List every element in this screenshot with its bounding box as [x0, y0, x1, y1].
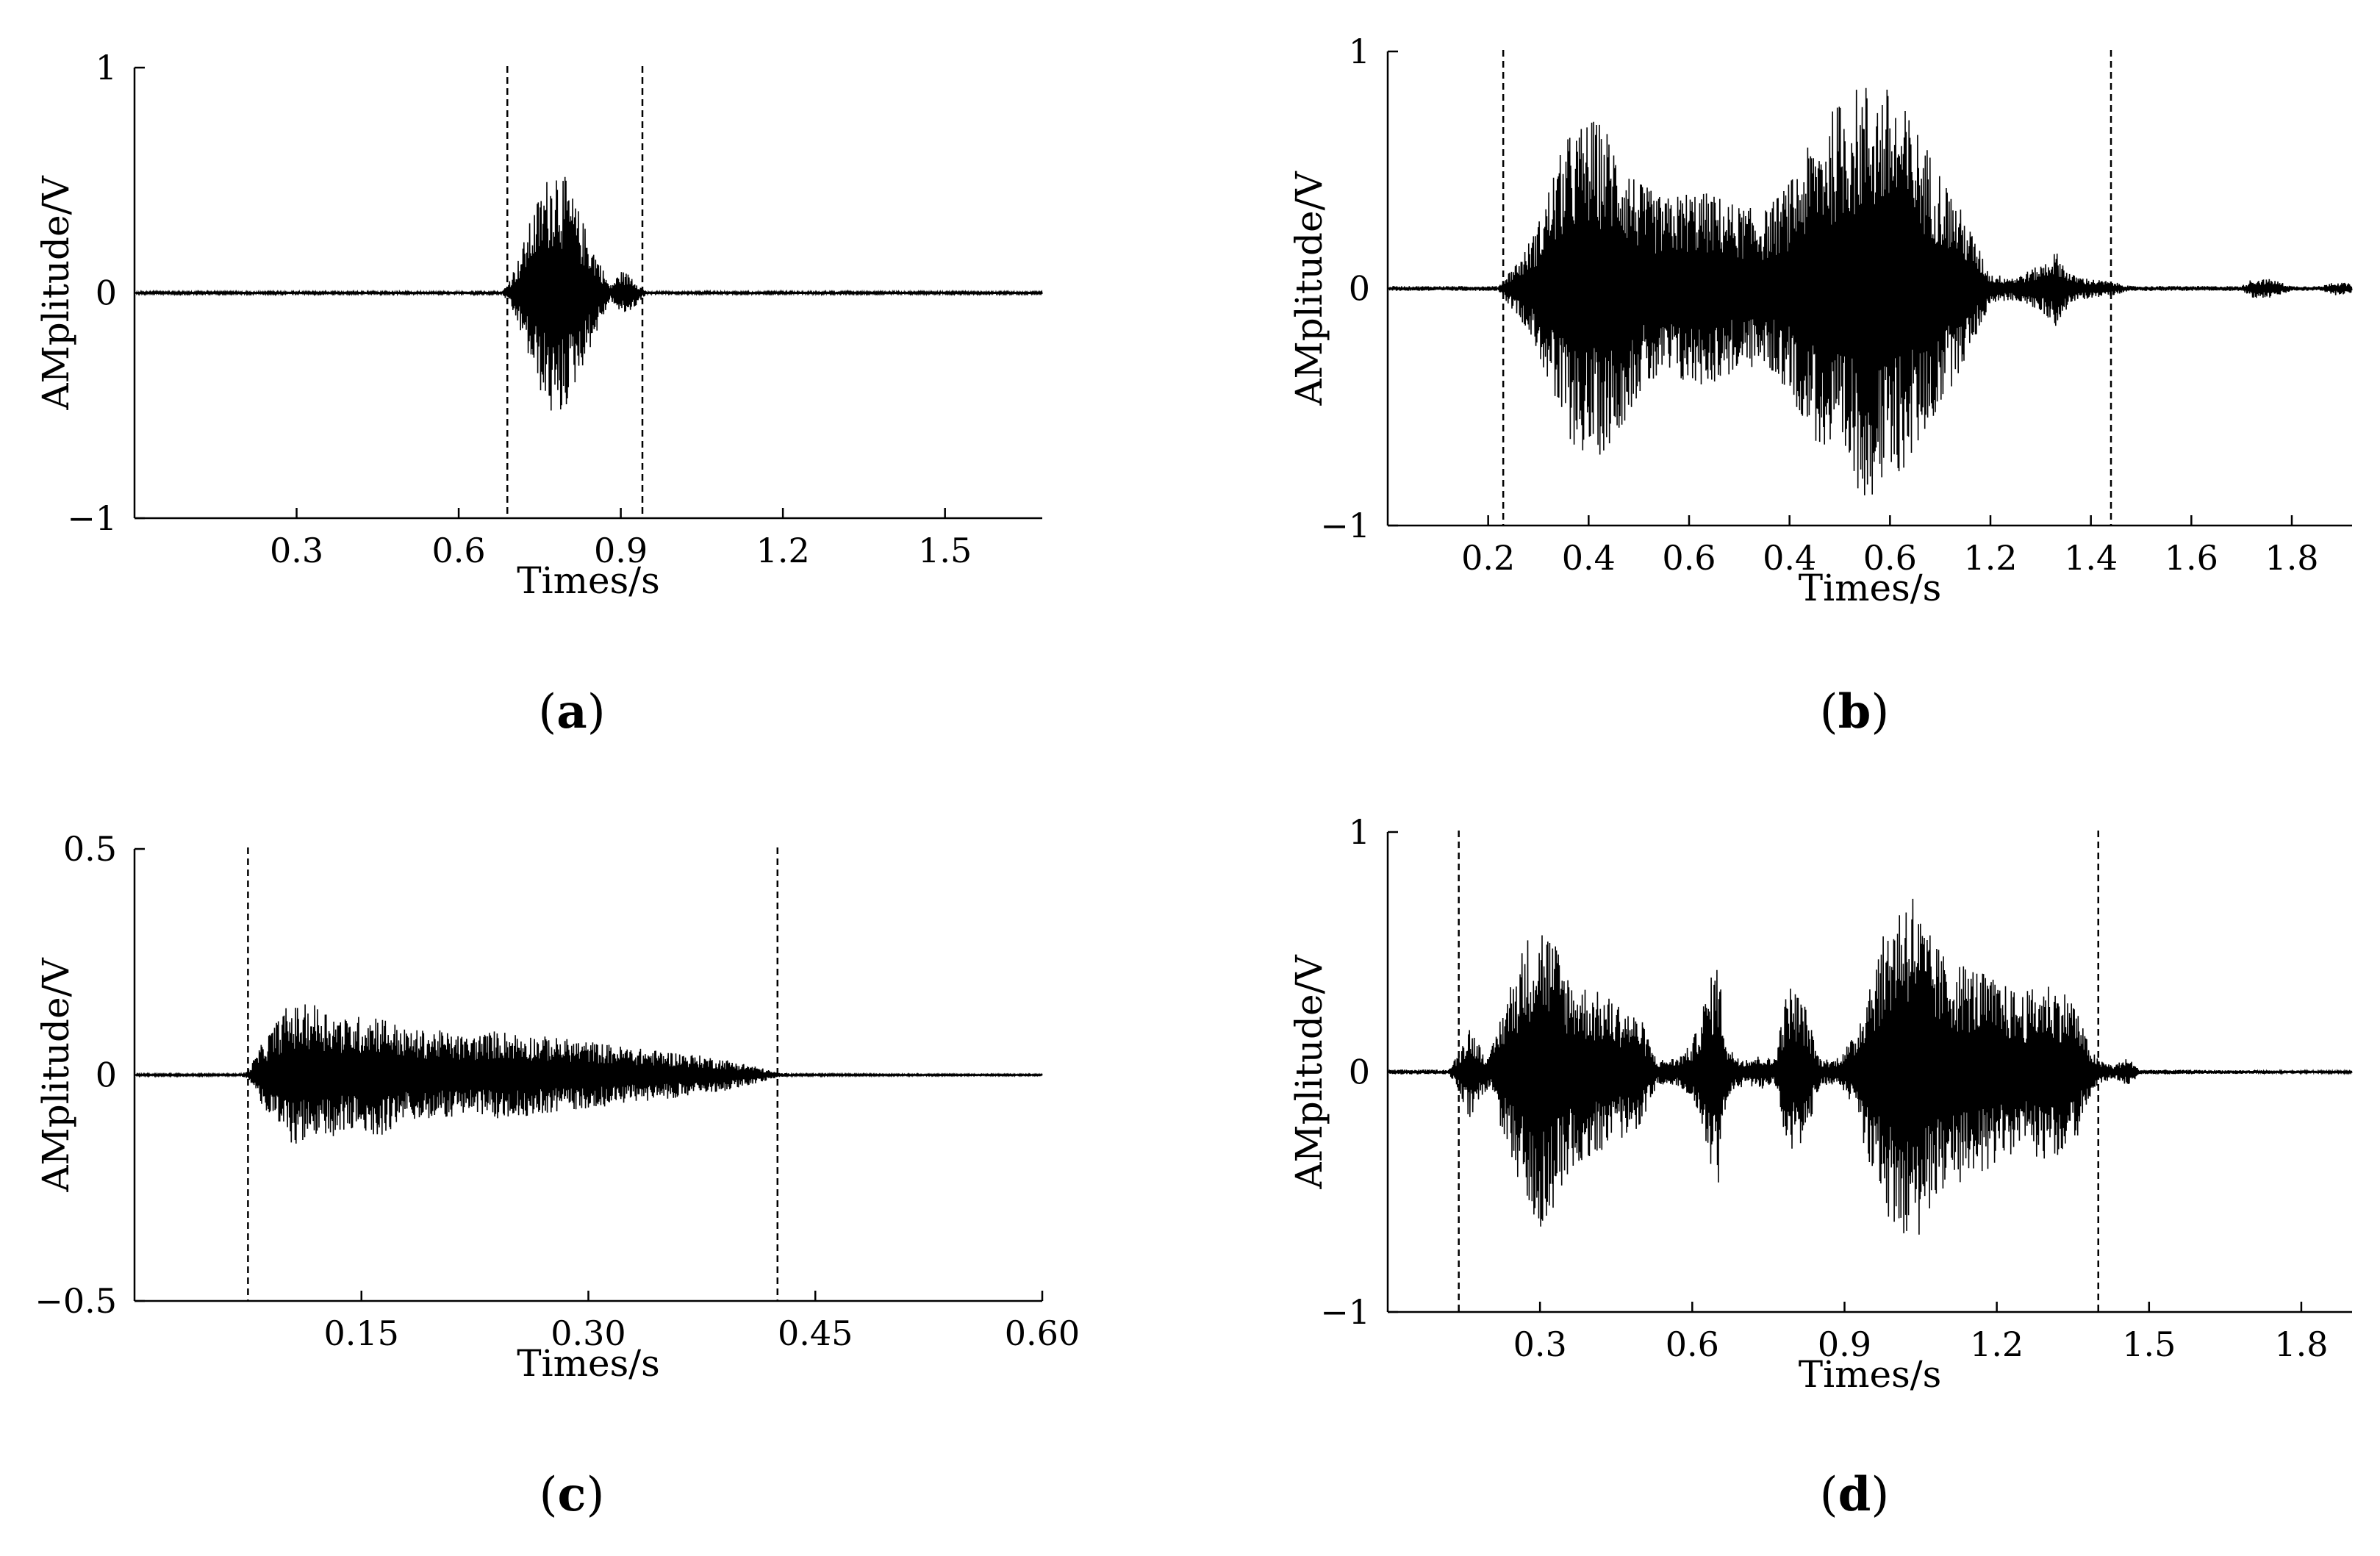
waveform-series — [1388, 898, 2353, 1235]
x-axis-title: Times/s — [1799, 1353, 1942, 1396]
y-tick-label: 0 — [1349, 269, 1370, 309]
y-axis-title: AMplitude/V — [1288, 171, 1330, 406]
panel-letter: d — [1838, 1467, 1871, 1522]
x-tick-label: 0.15 — [324, 1313, 399, 1353]
x-tick-label: 1.2 — [1963, 538, 2017, 578]
y-tick-label: −1 — [1320, 506, 1370, 545]
y-axis-title: AMplitude/V — [1288, 955, 1330, 1190]
panel-caption: (b) — [1820, 684, 1890, 739]
chart-panel-c: −0.5 0 0.5 0.15 0.30 0.45 0.60 Times/s AMplitude… — [35, 829, 1080, 1522]
y-tick-label: 0 — [96, 1055, 117, 1095]
x-tick-label: 1.2 — [756, 531, 810, 570]
x-tick-label: 1.8 — [2274, 1324, 2328, 1364]
panel-letter: a — [556, 684, 587, 739]
x-tick-label: 0.6 — [1662, 538, 1716, 578]
y-tick-label: 0 — [1349, 1053, 1370, 1092]
x-tick-label: 0.6 — [1863, 538, 1917, 578]
y-tick-label: 1 — [1349, 812, 1370, 852]
x-axis-title: Times/s — [1799, 567, 1942, 609]
x-axis-title: Times/s — [517, 1342, 660, 1385]
x-tick-label: 0.9 — [594, 531, 648, 570]
y-axis-title: AMplitude/V — [35, 176, 77, 411]
x-tick-label: 0.45 — [778, 1313, 853, 1353]
x-tick-label: 0.30 — [551, 1313, 626, 1353]
y-tick-label: 1 — [96, 48, 117, 87]
x-axis-title: Times/s — [517, 559, 660, 602]
chart-panel-a: −1 0 1 0.3 0.6 0.9 1.2 1.5 Times/s AMplitude/V (a) — [35, 48, 1043, 739]
x-tick-label: 1.6 — [2165, 538, 2218, 578]
chart-panel-d: −1 0 1 0.3 0.6 0.9 1.2 1.5 1.8 Times/s AMplitude/V… — [1288, 812, 2353, 1522]
y-tick-label: 1 — [1349, 32, 1370, 71]
x-tick-label: 0.4 — [1763, 538, 1816, 578]
x-tick-label: 0.6 — [431, 531, 485, 570]
x-tick-label: 1.4 — [2064, 538, 2118, 578]
x-tick-label: 0.9 — [1818, 1324, 1871, 1364]
x-tick-label: 0.3 — [270, 531, 323, 570]
y-tick-label: 0 — [96, 273, 117, 313]
panel-caption: (d) — [1820, 1467, 1890, 1522]
x-tick-label: 0.6 — [1666, 1324, 1719, 1364]
x-tick-label: 0.4 — [1562, 538, 1616, 578]
panel-caption: (c) — [540, 1467, 605, 1522]
waveform-series — [1388, 87, 2353, 495]
y-tick-label: −0.5 — [35, 1281, 117, 1321]
panel-caption: (a) — [538, 684, 605, 739]
y-tick-label: 0.5 — [63, 829, 117, 869]
waveform-series — [135, 176, 1043, 411]
x-tick-label: 0.3 — [1513, 1324, 1567, 1364]
x-tick-label: 1.5 — [2122, 1324, 2176, 1364]
x-tick-label: 1.2 — [1970, 1324, 2024, 1364]
y-tick-label: −1 — [1320, 1292, 1370, 1332]
y-tick-label: −1 — [67, 498, 117, 538]
x-tick-label: 0.60 — [1005, 1313, 1080, 1353]
panel-letter: c — [558, 1467, 587, 1522]
x-tick-label: 1.8 — [2265, 538, 2318, 578]
x-tick-label: 0.2 — [1461, 538, 1515, 578]
y-axis-title: AMplitude/V — [35, 958, 77, 1193]
chart-panel-b: −1 0 1 0.2 0.4 0.6 0.4 0.6 1.2 1.4 1.6 1.8 Times/s AM… — [1288, 32, 2353, 739]
waveform-series — [135, 1004, 1043, 1144]
panel-letter: b — [1838, 684, 1871, 739]
x-tick-label: 1.5 — [918, 531, 972, 570]
